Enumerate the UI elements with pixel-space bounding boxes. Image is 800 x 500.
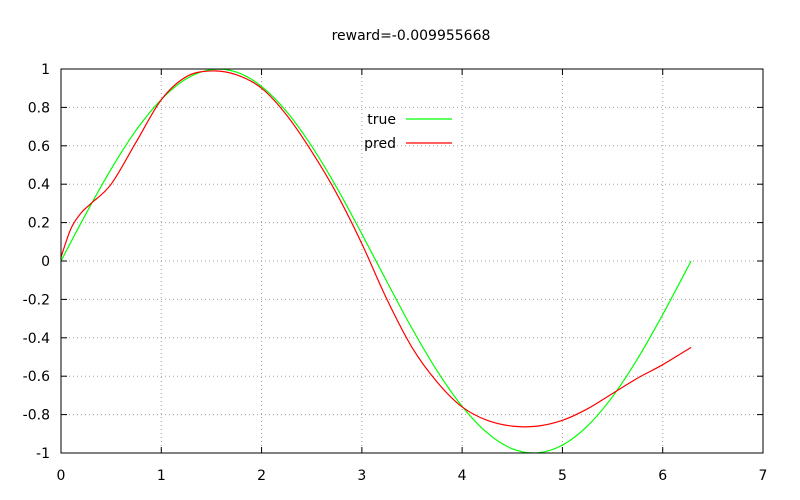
chart-title: reward=-0.009955668 [332, 28, 491, 44]
legend: true pred [364, 112, 452, 152]
x-tick-label: 3 [357, 468, 366, 484]
y-tick-label: -0.2 [23, 292, 50, 308]
x-tick-label: 0 [57, 468, 66, 484]
y-tick-label: 1 [41, 62, 50, 78]
legend-label-pred: pred [364, 136, 396, 152]
y-axis: 1 0.8 0.6 0.4 0.2 0 -0.2 -0.4 -0.6 -0.8 -1 [23, 62, 763, 462]
y-tick-label: 0.8 [28, 100, 50, 116]
series-line-pred [60, 70, 692, 428]
y-tick-label: -1 [36, 446, 50, 462]
y-tick-label: 0.2 [28, 216, 50, 232]
x-tick-label: 2 [257, 468, 266, 484]
legend-label-true: true [367, 112, 396, 128]
y-tick-label: 0 [41, 254, 50, 270]
y-tick-label: 0.6 [28, 139, 50, 155]
grid [61, 69, 763, 453]
y-tick-label: -0.4 [23, 331, 50, 347]
x-tick-label: 4 [458, 468, 467, 484]
y-tick-label: -0.8 [23, 408, 50, 424]
x-axis: 0 1 2 3 4 5 6 7 [57, 69, 768, 484]
x-tick-label: 6 [658, 468, 667, 484]
series-layer [60, 68, 692, 454]
x-tick-label: 5 [558, 468, 567, 484]
y-tick-label: -0.6 [23, 369, 50, 385]
y-tick-label: 0.4 [28, 177, 50, 193]
x-tick-label: 1 [157, 468, 166, 484]
x-tick-label: 7 [759, 468, 768, 484]
